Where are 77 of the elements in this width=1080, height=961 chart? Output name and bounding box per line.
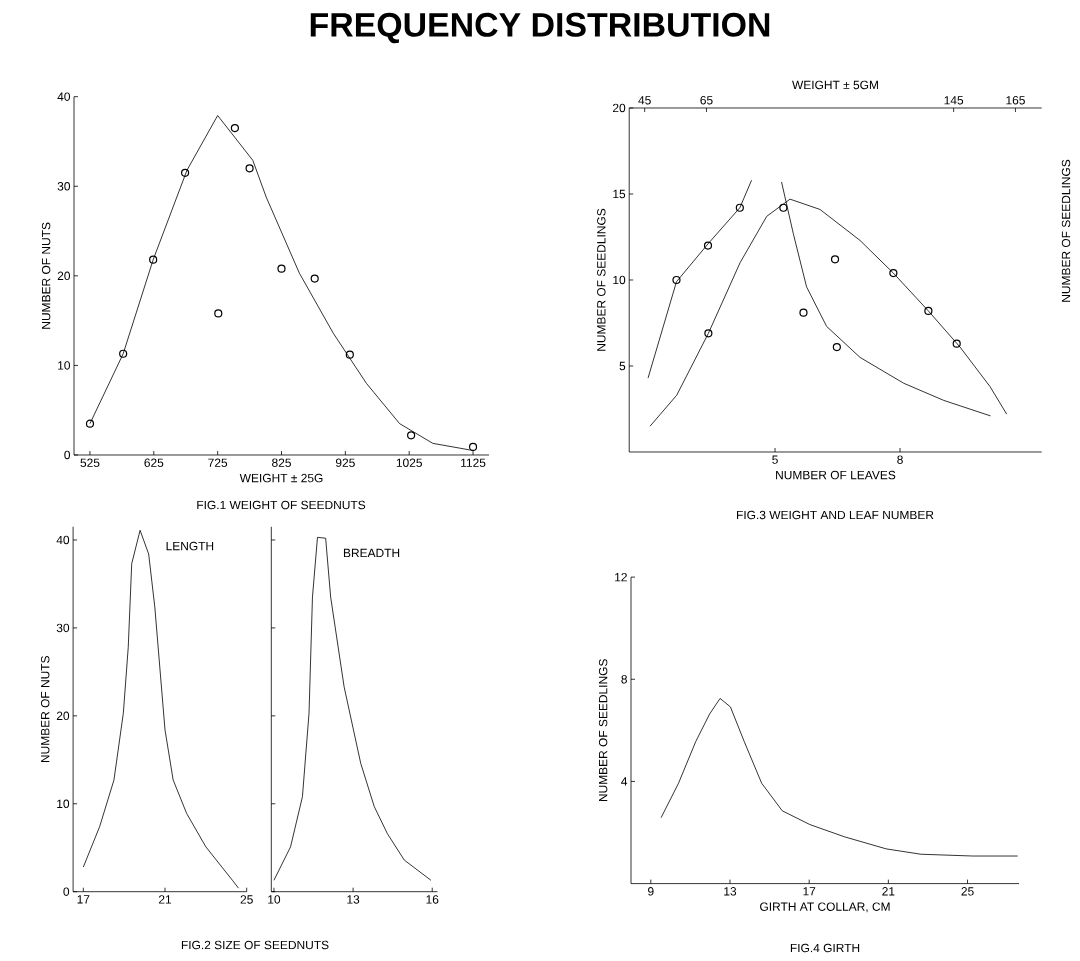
x-tick-label: 525 xyxy=(80,458,100,467)
series-label: BREADTH xyxy=(343,548,400,558)
x-axis-title: GIRTH AT COLLAR, CM xyxy=(760,902,890,913)
y-tick-label: 20 xyxy=(57,271,71,281)
point xyxy=(468,442,478,452)
y-tick-label: 30 xyxy=(56,623,70,633)
point xyxy=(214,309,223,318)
x-tick-label: 21 xyxy=(882,887,895,896)
y-tick-label: 15 xyxy=(613,189,626,199)
x2-tick-label: 65 xyxy=(700,96,713,105)
x-tick-label: 25 xyxy=(240,895,253,904)
x-tick-label: 25 xyxy=(961,887,974,896)
y-tick-label: 10 xyxy=(57,799,70,808)
x2-tick-label: 45 xyxy=(638,96,651,105)
y-tick-label: 30 xyxy=(57,182,71,191)
x-tick-label: 17 xyxy=(803,887,816,896)
x-tick-label: 13 xyxy=(724,887,737,896)
x-axis-title: WEIGHT ± 25G xyxy=(239,473,323,483)
y-tick-label: 12 xyxy=(615,572,627,582)
x-tick-label: 16 xyxy=(426,895,439,904)
point xyxy=(310,274,319,283)
x-tick-label: 21 xyxy=(158,895,172,904)
y-tick-label: 20 xyxy=(56,711,70,721)
y-tick-label: 40 xyxy=(57,92,71,101)
y-axis-title: NUMBER OF NUTS xyxy=(40,656,50,763)
point xyxy=(180,168,190,177)
point xyxy=(889,269,898,278)
point xyxy=(277,264,286,273)
y2-axis-title: NUMBER OF SEEDLINGS xyxy=(1061,159,1071,302)
caption: FIG.2 SIZE OF SEEDNUTS xyxy=(181,940,329,950)
y-tick-label: 0 xyxy=(64,450,71,460)
y-tick-label: 5 xyxy=(619,361,626,371)
y-tick-label: 8 xyxy=(621,675,627,684)
x-tick-label: 5 xyxy=(772,455,778,464)
caption: FIG.1 WEIGHT OF SEEDNUTS xyxy=(197,500,366,510)
x-tick-label: 725 xyxy=(208,458,228,467)
point xyxy=(119,349,128,358)
series-label: LENGTH xyxy=(166,541,214,551)
y-tick-label: 0 xyxy=(63,887,70,896)
y-axis-title: NUMBER OF SEEDLINGS xyxy=(597,208,606,351)
x2-tick-label: 145 xyxy=(944,96,964,105)
point xyxy=(830,255,840,264)
y-axis-title: NUMBER OF SEEDLINGS xyxy=(598,659,608,802)
x-axis-title: NUMBER OF LEAVES xyxy=(776,470,896,480)
y-tick-label: 20 xyxy=(612,103,626,113)
point xyxy=(704,329,713,338)
line-series xyxy=(82,529,239,889)
point xyxy=(924,306,933,316)
x-tick-label: 925 xyxy=(335,458,355,467)
caption: FIG.4 GIRTH xyxy=(790,943,860,953)
chart-title: FREQUENCY DISTRIBUTION xyxy=(310,12,770,44)
x-tick-label: 13 xyxy=(347,895,360,904)
x2-tick-label: 165 xyxy=(1006,96,1025,105)
x-tick-label: 625 xyxy=(144,458,164,467)
point xyxy=(149,255,158,264)
x-tick-label: 9 xyxy=(648,887,654,896)
point xyxy=(407,431,416,440)
point xyxy=(952,339,961,348)
x2-axis-title: WEIGHT ± 5GM xyxy=(792,80,878,90)
x-tick-label: 1125 xyxy=(461,458,486,467)
x-tick-label: 10 xyxy=(268,895,281,904)
x-tick-label: 1025 xyxy=(396,458,422,467)
point xyxy=(85,419,95,428)
point xyxy=(345,350,354,359)
point xyxy=(245,164,254,173)
x-tick-label: 17 xyxy=(77,895,90,904)
y-axis-title: NUMBER OF NUTS xyxy=(41,222,51,329)
line-series xyxy=(660,698,1019,857)
point xyxy=(779,203,788,212)
point xyxy=(230,123,239,133)
y-tick-label: 40 xyxy=(56,535,70,545)
x-tick-label: 825 xyxy=(272,458,291,467)
x-tick-label: 8 xyxy=(897,455,903,464)
y-tick-label: 4 xyxy=(621,777,628,786)
y-tick-label: 10 xyxy=(58,361,71,370)
caption: FIG.3 WEIGHT AND LEAF NUMBER xyxy=(737,510,934,520)
y-tick-label: 10 xyxy=(613,275,626,285)
